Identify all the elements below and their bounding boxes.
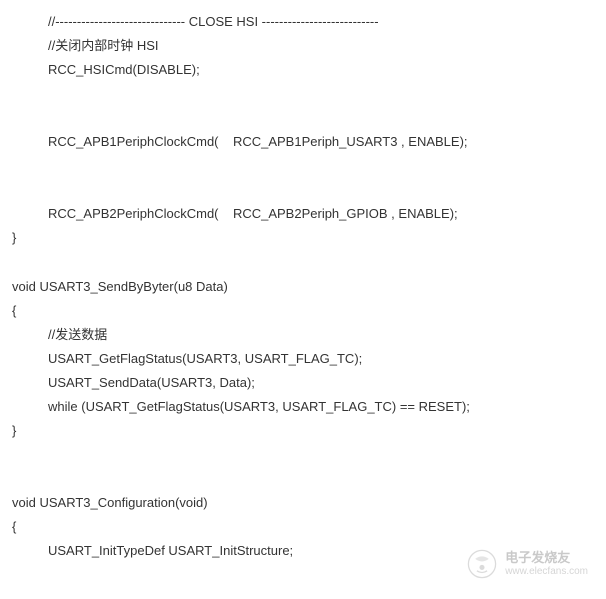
code-line: [0, 178, 606, 202]
code-line: [0, 443, 606, 467]
code-line: RCC_HSICmd(DISABLE);: [0, 58, 606, 82]
code-line: [0, 106, 606, 130]
watermark-cn: 电子发烧友: [505, 551, 588, 565]
watermark-icon: [465, 547, 499, 581]
code-line: //发送数据: [0, 323, 606, 347]
code-line: USART_GetFlagStatus(USART3, USART_FLAG_T…: [0, 347, 606, 371]
code-line: RCC_APB1PeriphClockCmd( RCC_APB1Periph_U…: [0, 130, 606, 154]
code-line: //关闭内部时钟 HSI: [0, 34, 606, 58]
code-line: {: [0, 299, 606, 323]
watermark-text: 电子发烧友 www.elecfans.com: [505, 551, 588, 576]
code-line: while (USART_GetFlagStatus(USART3, USART…: [0, 395, 606, 419]
code-line: USART_SendData(USART3, Data);: [0, 371, 606, 395]
watermark-url: www.elecfans.com: [505, 566, 588, 577]
code-line: void USART3_Configuration(void): [0, 491, 606, 515]
code-line: [0, 154, 606, 178]
code-line: void USART3_SendByByter(u8 Data): [0, 275, 606, 299]
code-line: }: [0, 419, 606, 443]
code-line: [0, 82, 606, 106]
code-block: //------------------------------ CLOSE H…: [0, 10, 606, 563]
code-line: {: [0, 515, 606, 539]
code-line: //------------------------------ CLOSE H…: [0, 10, 606, 34]
code-line: RCC_APB2PeriphClockCmd( RCC_APB2Periph_G…: [0, 202, 606, 226]
watermark: 电子发烧友 www.elecfans.com: [465, 547, 588, 581]
code-line: [0, 467, 606, 491]
code-line: [0, 250, 606, 274]
code-line: }: [0, 226, 606, 250]
